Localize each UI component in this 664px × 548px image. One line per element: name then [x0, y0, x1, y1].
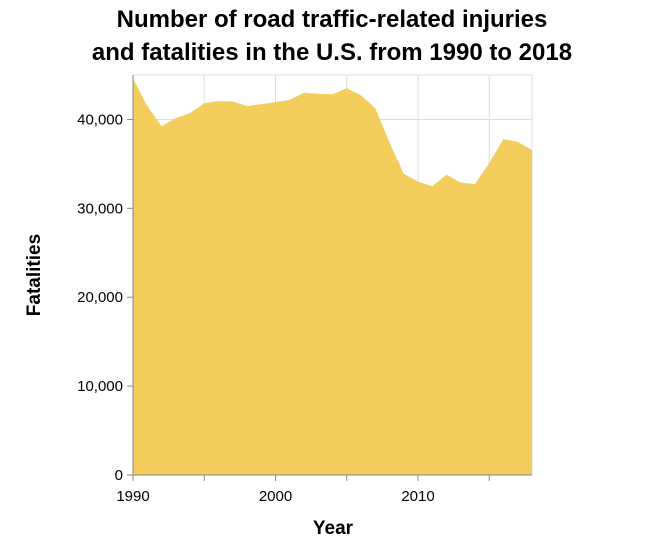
- chart-title-line-2: and fatalities in the U.S. from 1990 to …: [92, 39, 572, 66]
- axes: 0 10,000 20,000 30,000 40,000 1990 2000 2010: [77, 75, 532, 505]
- y-tick-label-1: 10,000: [77, 378, 123, 395]
- series-area: [133, 78, 532, 475]
- x-tick-label-4: 2010: [401, 488, 434, 505]
- y-axis-title: Fatalities: [24, 234, 45, 316]
- chart-title-line-1: Number of road traffic-related injuries: [117, 6, 548, 33]
- x-tick-label-2: 2000: [259, 488, 292, 505]
- y-tick-label-4: 40,000: [77, 111, 123, 128]
- y-tick-label-0: 0: [115, 467, 123, 484]
- x-axis-title: Year: [313, 518, 354, 539]
- y-tick-label-2: 20,000: [77, 289, 123, 306]
- y-tick-label-3: 30,000: [77, 200, 123, 217]
- area-fill: [133, 78, 532, 475]
- x-tick-label-0: 1990: [116, 488, 149, 505]
